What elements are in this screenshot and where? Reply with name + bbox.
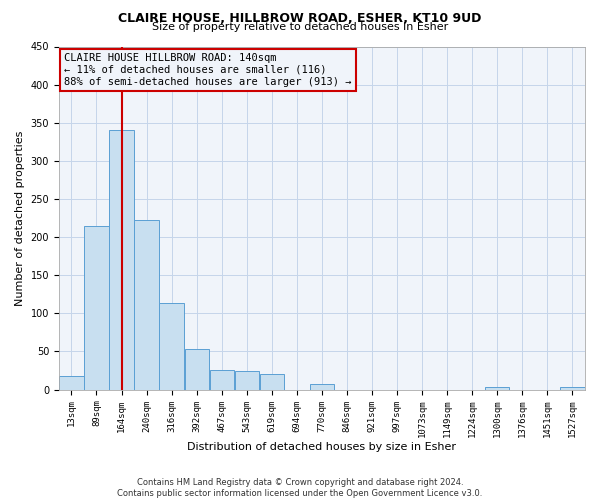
Bar xyxy=(209,370,234,390)
Bar xyxy=(560,388,584,390)
Bar xyxy=(310,384,334,390)
Bar xyxy=(185,349,209,390)
Bar xyxy=(85,226,109,390)
Y-axis label: Number of detached properties: Number of detached properties xyxy=(15,130,25,306)
Text: CLAIRE HOUSE HILLBROW ROAD: 140sqm
← 11% of detached houses are smaller (116)
88: CLAIRE HOUSE HILLBROW ROAD: 140sqm ← 11%… xyxy=(64,54,352,86)
Text: CLAIRE HOUSE, HILLBROW ROAD, ESHER, KT10 9UD: CLAIRE HOUSE, HILLBROW ROAD, ESHER, KT10… xyxy=(118,12,482,26)
Bar xyxy=(485,388,509,390)
Bar xyxy=(260,374,284,390)
Bar xyxy=(160,304,184,390)
Bar xyxy=(59,376,83,390)
Text: Contains HM Land Registry data © Crown copyright and database right 2024.
Contai: Contains HM Land Registry data © Crown c… xyxy=(118,478,482,498)
Bar xyxy=(235,370,259,390)
Text: Size of property relative to detached houses in Esher: Size of property relative to detached ho… xyxy=(152,22,448,32)
X-axis label: Distribution of detached houses by size in Esher: Distribution of detached houses by size … xyxy=(187,442,457,452)
Bar xyxy=(134,220,159,390)
Bar xyxy=(109,130,134,390)
